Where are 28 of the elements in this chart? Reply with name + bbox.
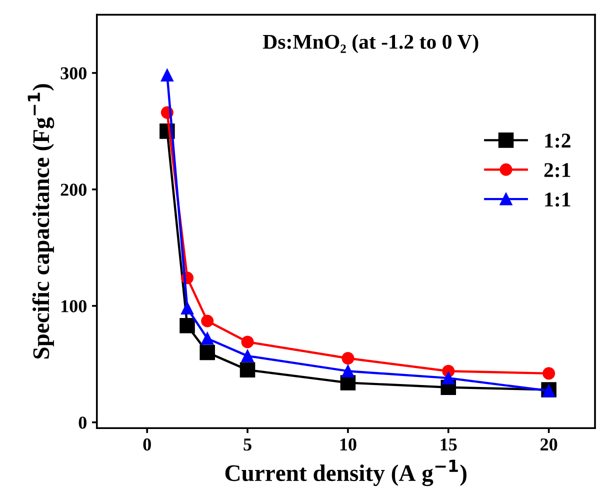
point	[201, 314, 214, 328]
y-tick-label: 100	[62, 300, 86, 312]
point	[201, 332, 214, 345]
point	[241, 336, 254, 348]
legend-label: 1:1	[545, 192, 570, 207]
y-tick-label: 0	[78, 416, 86, 429]
y-axis-title: Specific capacitance (Fg$^{−1}$)	[28, 84, 54, 359]
point	[240, 362, 256, 378]
x-tick-label: 5	[244, 438, 252, 451]
point	[342, 352, 354, 365]
x-axis-title: Current density (A g$^{−1}$)	[225, 460, 466, 486]
annotation: Ds:MnO₂ (at -1.2 to 0 V)	[262, 34, 478, 54]
y-tick-label: 200	[60, 184, 86, 196]
point	[181, 302, 194, 314]
point	[342, 364, 354, 378]
point	[542, 367, 556, 380]
point	[160, 69, 174, 82]
x-tick-label: 10	[340, 438, 356, 451]
x-tick-label: 20	[540, 438, 558, 451]
point	[200, 344, 215, 360]
legend-label: 1:2	[545, 134, 570, 148]
legend-label: 2:1	[544, 163, 570, 178]
point	[241, 350, 254, 362]
x-tick-label: 15	[440, 438, 457, 451]
point	[180, 318, 195, 334]
y-tick-label: 300	[60, 67, 86, 80]
point	[442, 372, 455, 384]
x-tick-label: 0	[143, 438, 151, 451]
